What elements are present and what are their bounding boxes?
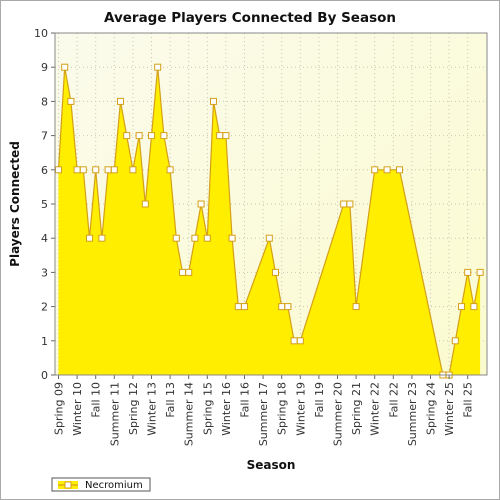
x-tick-label: Winter 22 (369, 382, 382, 436)
x-tick-label: Fall 25 (462, 382, 475, 418)
data-point (185, 268, 193, 276)
y-tick-labels: 0 1 2 3 4 5 6 7 8 9 10 (34, 27, 48, 382)
data-point (284, 303, 292, 311)
data-point (383, 166, 391, 174)
y-tick-label: 4 (41, 232, 48, 245)
data-point (92, 166, 100, 174)
x-tick-label: Spring 15 (201, 382, 214, 435)
data-point (191, 234, 199, 242)
data-point (222, 132, 230, 140)
x-tick-label: Winter 13 (146, 382, 159, 436)
x-tick-label: Spring 09 (53, 382, 66, 435)
data-point (265, 234, 273, 242)
legend-marker (64, 481, 72, 489)
data-point (371, 166, 379, 174)
x-tick-labels: Spring 09 Winter 10 Fall 10 Summer 11 Spring… (53, 382, 475, 446)
data-point (290, 337, 298, 345)
data-point (234, 303, 242, 311)
data-point (172, 234, 180, 242)
data-point (73, 166, 81, 174)
data-point (55, 166, 62, 174)
data-point (148, 132, 155, 140)
data-point (67, 97, 75, 105)
x-tick-label: Winter 25 (443, 382, 456, 436)
data-point (272, 268, 279, 276)
data-point (166, 166, 174, 174)
x-tick-label: Fall 10 (90, 382, 103, 418)
data-point (117, 97, 124, 105)
x-tick-label: Fall 13 (164, 382, 177, 418)
x-tick-label: Summer 20 (332, 382, 345, 446)
series-area (58, 67, 481, 375)
y-tick-label: 3 (41, 266, 48, 279)
x-tick-label: Fall 16 (239, 382, 252, 418)
data-point (179, 268, 186, 276)
x-axis-title: Season (247, 458, 296, 472)
data-point (228, 234, 236, 242)
y-tick-label: 5 (41, 198, 48, 211)
data-point (110, 166, 118, 174)
data-point (470, 303, 478, 311)
y-tick-label: 1 (41, 335, 48, 348)
data-point (476, 268, 484, 276)
x-tick-label: Summer 23 (406, 382, 419, 446)
y-tick-label: 0 (41, 369, 48, 382)
x-tick-label: Winter 19 (294, 382, 307, 436)
data-point (160, 132, 168, 140)
data-point (86, 234, 93, 242)
data-point (129, 166, 137, 174)
x-tick-label: Summer 14 (183, 382, 196, 446)
data-point (79, 166, 87, 174)
data-point (98, 234, 106, 242)
data-point (154, 63, 162, 71)
legend-label: Necromium (85, 480, 143, 491)
data-point (396, 166, 403, 174)
y-tick-label: 9 (41, 61, 48, 74)
data-point (216, 132, 224, 140)
y-tick-label: 6 (41, 164, 48, 177)
y-tick-label: 7 (41, 130, 48, 143)
axes (51, 32, 488, 379)
x-tick-label: Fall 22 (387, 382, 400, 418)
x-tick-label: Summer 11 (108, 382, 121, 446)
data-point (296, 337, 304, 345)
data-point (123, 132, 131, 140)
data-point (197, 200, 205, 208)
data-point (340, 200, 348, 208)
x-tick-label: Spring 24 (425, 382, 438, 435)
data-point (141, 200, 149, 208)
data-point (346, 200, 354, 208)
legend: Necromium (51, 477, 151, 492)
y-tick-label: 2 (41, 301, 48, 314)
y-axis-title: Players Connected (8, 141, 22, 267)
x-tick-label: Spring 12 (127, 382, 140, 435)
x-tick-label: Spring 21 (350, 382, 363, 435)
chart-title: Average Players Connected By Season (104, 10, 396, 26)
data-point (458, 303, 465, 311)
data-point (203, 234, 211, 242)
data-point (451, 337, 459, 345)
x-tick-label: Spring 18 (276, 382, 289, 435)
data-point (464, 268, 472, 276)
data-point (135, 132, 143, 140)
data-point (61, 63, 69, 71)
data-point (210, 97, 217, 105)
x-tick-label: Winter 10 (71, 382, 84, 436)
data-point (241, 303, 248, 311)
x-tick-label: Winter 16 (220, 382, 233, 436)
series-layer (55, 63, 484, 379)
x-tick-label: Summer 17 (257, 382, 270, 446)
y-tick-label: 8 (41, 95, 48, 108)
y-tick-label: 10 (34, 27, 48, 40)
x-tick-label: Fall 19 (313, 382, 326, 418)
plot-border (54, 32, 488, 376)
data-point (104, 166, 112, 174)
data-point (278, 303, 286, 311)
data-point (352, 303, 360, 311)
